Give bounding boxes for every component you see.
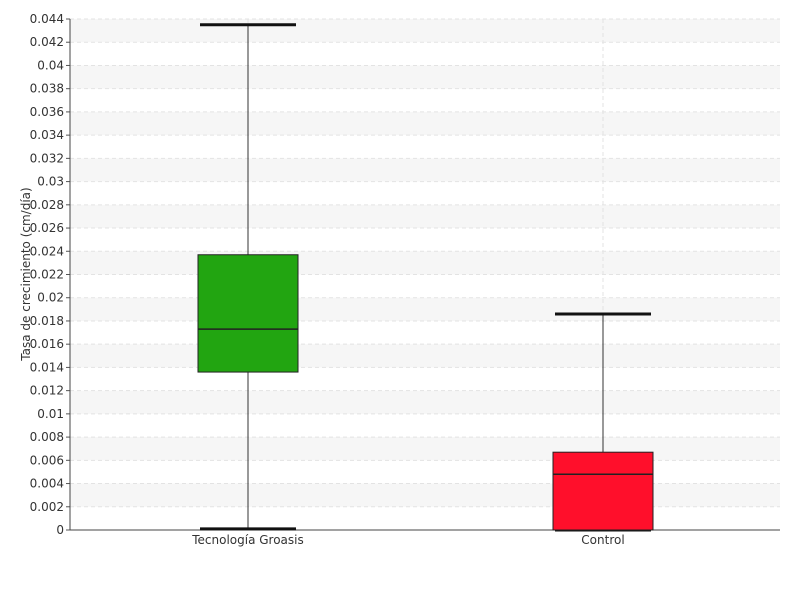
y-tick-label: 0.008 — [30, 430, 64, 444]
y-tick-label: 0.02 — [37, 291, 64, 305]
y-tick-label: 0.044 — [30, 12, 64, 26]
axes — [66, 18, 780, 531]
y-tick-label: 0.028 — [30, 198, 64, 212]
x-tick-label: Control — [581, 533, 624, 547]
grid-band — [70, 390, 780, 414]
grid-band — [70, 344, 780, 368]
y-tick-label: 0.018 — [30, 314, 64, 328]
boxes — [197, 23, 654, 532]
x-tick-labels: Tecnología Groasis Control — [191, 533, 624, 547]
y-tick-label: 0.036 — [30, 105, 64, 119]
y-tick-label: 0.004 — [30, 477, 64, 491]
y-tick-label: 0.024 — [30, 244, 64, 258]
y-tick-label: 0.002 — [30, 500, 64, 514]
y-tick-label: 0.026 — [30, 221, 64, 235]
y-tick-label: 0.01 — [37, 407, 64, 421]
y-tick-label: 0.04 — [37, 58, 64, 72]
grid-band — [70, 158, 780, 182]
iqr-box — [197, 254, 299, 373]
y-tick-label: 0 — [56, 523, 64, 537]
y-tick-label: 0.022 — [30, 268, 64, 282]
y-tick-label: 0.012 — [30, 384, 64, 398]
grid-band — [70, 204, 780, 229]
box-control — [552, 312, 654, 532]
grid-band — [70, 437, 780, 461]
iqr-box — [552, 451, 654, 531]
y-tick-label: 0.038 — [30, 82, 64, 96]
y-axis-label: Tasa de crecimiento (cm/día) — [19, 187, 33, 361]
y-tick-label: 0.03 — [37, 175, 64, 189]
grid-band — [70, 111, 780, 136]
y-tick-label: 0.016 — [30, 337, 64, 351]
y-tick-label: 0.034 — [30, 128, 64, 142]
grid-bands — [70, 19, 780, 507]
grid-lines — [70, 18, 780, 530]
grid-band — [70, 483, 780, 507]
y-tick-label: 0.042 — [30, 35, 64, 49]
y-tick-label: 0.006 — [30, 453, 64, 467]
y-tick-labels: 0 0.002 0.004 0.006 0.008 0.01 0.012 0.014 0.016… — [30, 12, 64, 537]
grid-band — [70, 251, 780, 275]
box-tecnologia-groasis — [197, 23, 299, 531]
y-tick-label: 0.032 — [30, 151, 64, 165]
grid-band — [70, 19, 780, 43]
grid-band — [70, 297, 780, 321]
x-tick-label: Tecnología Groasis — [191, 533, 304, 547]
y-tick-label: 0.014 — [30, 360, 64, 374]
grid-band — [70, 65, 780, 89]
